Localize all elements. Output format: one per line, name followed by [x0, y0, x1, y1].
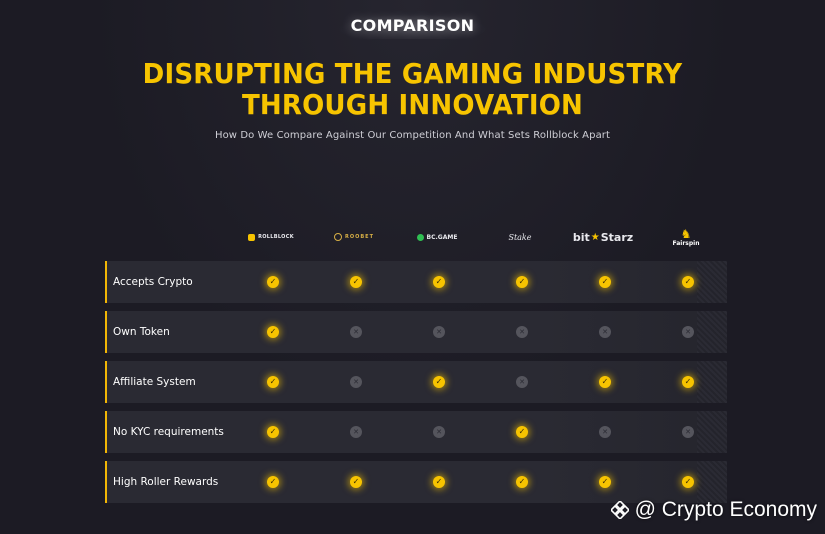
check-circle-icon: ✓: [433, 276, 445, 288]
table-row: Own Token ✓ ✕ ✕ ✕ ✕ ✕: [105, 311, 727, 353]
check-circle-icon: ✓: [516, 276, 528, 288]
feature-label: Accepts Crypto: [113, 276, 193, 288]
check-circle-icon: ✓: [516, 426, 528, 438]
check-circle-icon: ✓: [350, 476, 362, 488]
watermark-at: @: [634, 498, 656, 521]
brand-stake: Stake: [479, 222, 561, 252]
check-circle-icon: ✓: [599, 476, 611, 488]
fairspin-lion-icon: ♞: [680, 226, 692, 241]
row-hatch-decoration: [697, 261, 727, 303]
table-row: Accepts Crypto ✓ ✓ ✓ ✓ ✓ ✓: [105, 261, 727, 303]
x-circle-icon: ✕: [516, 326, 528, 338]
feature-label: Affiliate System: [113, 376, 196, 388]
brand-bitstarz-label-b: Starz: [600, 230, 634, 244]
row-hatch-decoration: [697, 361, 727, 403]
bcgame-logo-icon: [416, 233, 424, 241]
watermark: @ Crypto Economy: [609, 498, 817, 522]
row-hatch-decoration: [697, 311, 727, 353]
x-circle-icon: ✕: [350, 426, 362, 438]
check-circle-icon: ✓: [267, 426, 279, 438]
check-circle-icon: ✓: [267, 476, 279, 488]
brand-roobet-label: ROOBET: [345, 234, 374, 240]
table-row: No KYC requirements ✓ ✕ ✕ ✓ ✕ ✕: [105, 411, 727, 453]
section-badge: COMPARISON: [336, 14, 489, 39]
binance-diamond-icon: [609, 499, 630, 521]
table-row: High Roller Rewards ✓ ✓ ✓ ✓ ✓ ✓: [105, 461, 727, 503]
feature-label: High Roller Rewards: [113, 476, 219, 488]
brand-header-row: ROLLBLOCK ROOBET BC.GAME Stake bit ★ Starz…: [230, 222, 728, 252]
table-row: Affiliate System ✓ ✕ ✓ ✕ ✓ ✓: [105, 361, 727, 403]
brand-bcgame-label: BC.GAME: [426, 233, 458, 241]
feature-label: No KYC requirements: [113, 426, 224, 438]
x-circle-icon: ✕: [433, 326, 445, 338]
comparison-table: Accepts Crypto ✓ ✓ ✓ ✓ ✓ ✓ Own Token ✓ ✕ ✕ ✕ ✕ ✕ Affil…: [105, 261, 727, 511]
x-circle-icon: ✕: [433, 426, 445, 438]
check-circle-icon: ✓: [599, 276, 611, 288]
check-circle-icon: ✓: [267, 376, 279, 388]
brand-roobet: ROOBET: [313, 222, 395, 252]
check-circle-icon: ✓: [433, 376, 445, 388]
check-circle-icon: ✓: [599, 376, 611, 388]
brand-fairspin-label: Fairspin: [672, 239, 700, 247]
row-hatch-decoration: [697, 461, 727, 503]
check-circle-icon: ✓: [682, 376, 694, 388]
brand-rollblock-label: ROLLBLOCK: [258, 234, 294, 240]
x-circle-icon: ✕: [682, 426, 694, 438]
row-hatch-decoration: [697, 411, 727, 453]
x-circle-icon: ✕: [682, 326, 694, 338]
section-badge-wrap: COMPARISON: [0, 14, 825, 39]
brand-fairspin: ♞ Fairspin: [645, 222, 727, 252]
feature-label: Own Token: [113, 326, 170, 338]
rollblock-logo-icon: [248, 233, 256, 241]
headline: DISRUPTING THE GAMING INDUSTRY THROUGH I…: [29, 58, 796, 120]
check-circle-icon: ✓: [682, 476, 694, 488]
check-circle-icon: ✓: [267, 326, 279, 338]
brand-bcgame: BC.GAME: [396, 222, 478, 252]
headline-line-1: DISRUPTING THE GAMING INDUSTRY: [142, 57, 683, 90]
brand-bitstarz: bit ★ Starz: [562, 222, 644, 252]
check-circle-icon: ✓: [516, 476, 528, 488]
check-circle-icon: ✓: [350, 276, 362, 288]
brand-stake-label: Stake: [508, 232, 532, 242]
brand-rollblock: ROLLBLOCK: [230, 222, 312, 252]
watermark-text: Crypto Economy: [661, 498, 817, 521]
x-circle-icon: ✕: [599, 426, 611, 438]
headline-line-2: THROUGH INNOVATION: [241, 88, 584, 121]
check-circle-icon: ✓: [433, 476, 445, 488]
x-circle-icon: ✕: [599, 326, 611, 338]
x-circle-icon: ✕: [516, 376, 528, 388]
x-circle-icon: ✕: [350, 326, 362, 338]
brand-bitstarz-label-a: bit: [572, 230, 590, 244]
subtitle: How Do We Compare Against Our Competitio…: [214, 130, 611, 141]
x-circle-icon: ✕: [350, 376, 362, 388]
star-icon: ★: [590, 231, 600, 243]
check-circle-icon: ✓: [267, 276, 279, 288]
check-circle-icon: ✓: [682, 276, 694, 288]
roobet-logo-icon: [334, 233, 342, 241]
